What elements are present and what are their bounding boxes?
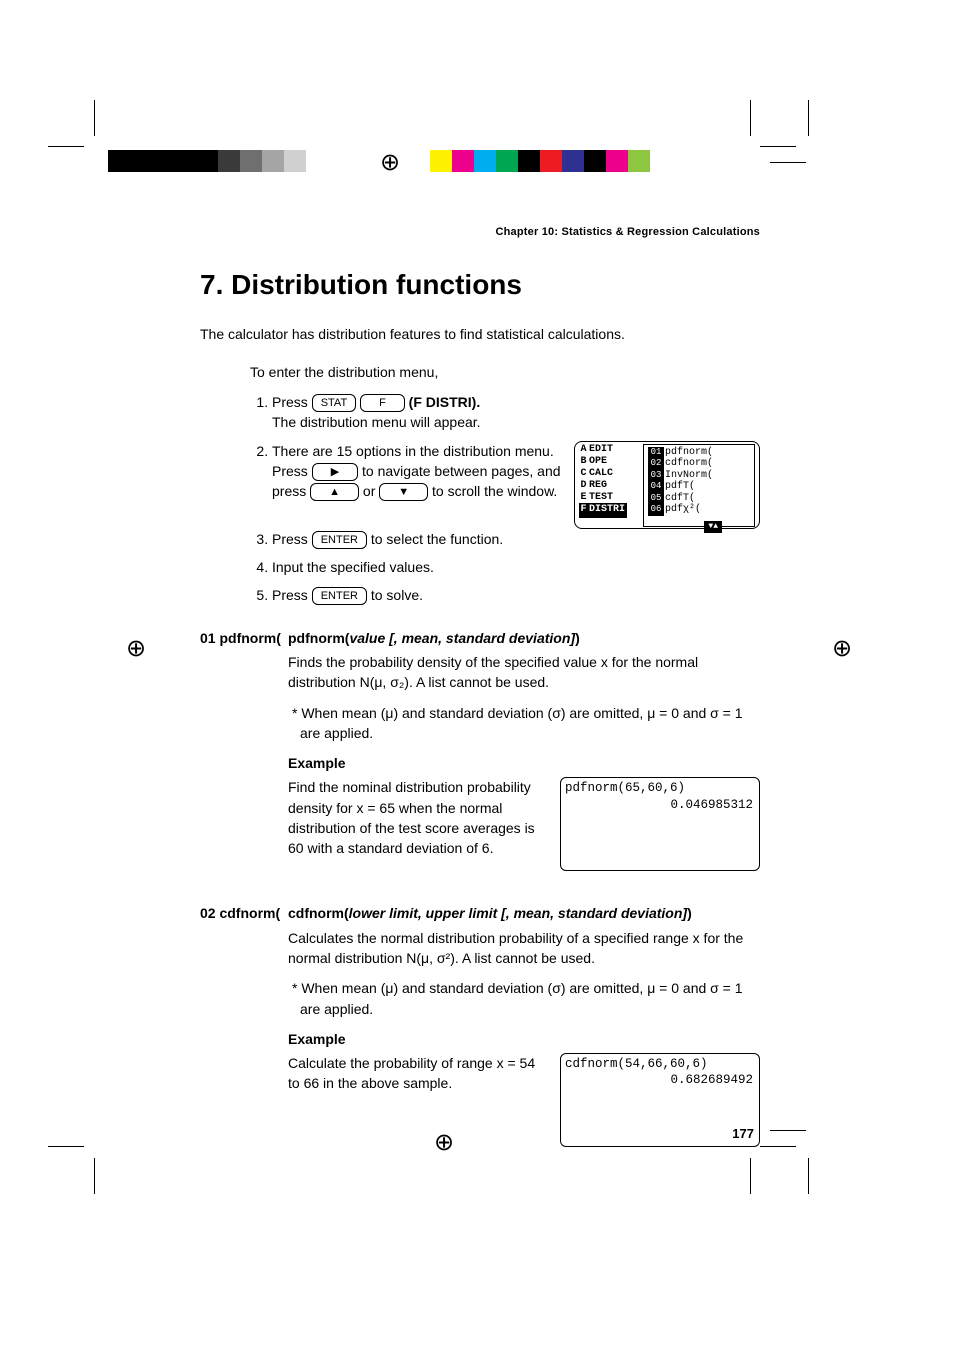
steps-lead: To enter the distribution menu, xyxy=(250,362,760,382)
step-2: AEDITBOPECCALCDREGETESTFDISTRI 01pdfnorm… xyxy=(272,441,760,502)
step-4: Input the specified values. xyxy=(272,557,760,577)
example-row: Find the nominal distribution probabilit… xyxy=(288,777,760,871)
function-label: 01 pdfnorm( xyxy=(200,628,288,872)
sig-name: pdfnorm( xyxy=(288,630,349,646)
function-label: 02 cdfnorm( xyxy=(200,903,288,1147)
function-note: * When mean (μ) and standard deviation (… xyxy=(288,703,760,744)
cropmark xyxy=(760,1146,796,1147)
up-arrow-key: ▲ xyxy=(310,483,359,501)
function-desc: Calculates the normal distribution proba… xyxy=(288,928,760,969)
sig-close: ) xyxy=(687,905,692,921)
colorbar-grayscale xyxy=(108,150,328,172)
section-title: 7. Distribution functions xyxy=(200,265,760,306)
function-body: cdfnorm(lower limit, upper limit [, mean… xyxy=(288,903,760,1147)
step-text: Press xyxy=(272,587,312,603)
calculator-output-screen: pdfnorm(65,60,6) 0.046985312 xyxy=(560,777,760,871)
cropmark xyxy=(48,146,84,147)
step-text: Press xyxy=(272,531,312,547)
sig-name: cdfnorm( xyxy=(288,905,349,921)
f-key: F xyxy=(360,394,405,412)
cropmark xyxy=(760,146,796,147)
example-heading: Example xyxy=(288,753,760,773)
chapter-header: Chapter 10: Statistics & Regression Calc… xyxy=(200,225,760,241)
cropmark xyxy=(94,100,95,136)
cropmark xyxy=(808,100,809,136)
down-arrow-key: ▼ xyxy=(379,483,428,501)
step-text: to scroll the window. xyxy=(428,483,557,499)
steps-list: Press STAT F (F DISTRI). The distributio… xyxy=(250,392,760,605)
registration-mark-icon: ⊕ xyxy=(832,634,852,663)
step-text: to solve. xyxy=(367,587,423,603)
scroll-indicator-icon: ▼▲ xyxy=(704,521,722,533)
function-note: * When mean (μ) and standard deviation (… xyxy=(288,978,760,1019)
cropmark xyxy=(750,100,751,136)
function-desc: Finds the probability density of the spe… xyxy=(288,652,760,693)
sig-args: value [, mean, standard deviation] xyxy=(349,630,575,646)
cropmark xyxy=(808,1158,809,1194)
screen-result-line: 0.682689492 xyxy=(565,1072,755,1088)
enter-key: ENTER xyxy=(312,531,367,549)
example-heading: Example xyxy=(288,1029,760,1049)
registration-mark-icon: ⊕ xyxy=(126,634,146,663)
screen-input-line: pdfnorm(65,60,6) xyxy=(565,780,755,796)
step-3: Press ENTER to select the function. xyxy=(272,529,760,549)
menu-left-column: AEDITBOPECCALCDREGETESTFDISTRI xyxy=(579,445,633,517)
cropmark xyxy=(770,162,806,163)
menu-right-column: 01pdfnorm(02cdfnorm(03InvNorm(04pdfT(05c… xyxy=(643,444,755,527)
step-text: The distribution menu will appear. xyxy=(272,414,481,430)
right-arrow-key: ▶ xyxy=(312,463,358,481)
cropmark xyxy=(750,1158,751,1194)
calculator-menu-screen: AEDITBOPECCALCDREGETESTFDISTRI 01pdfnorm… xyxy=(574,441,760,529)
example-row: Calculate the probability of range x = 5… xyxy=(288,1053,760,1147)
stat-key: STAT xyxy=(312,394,356,412)
cropmark xyxy=(94,1158,95,1194)
enter-key: ENTER xyxy=(312,587,367,605)
example-text: Find the nominal distribution probabilit… xyxy=(288,777,546,858)
cropmark xyxy=(48,1146,84,1147)
step-5: Press ENTER to solve. xyxy=(272,585,760,605)
step-text: or xyxy=(359,483,379,499)
step-text: to select the function. xyxy=(367,531,503,547)
cropmark xyxy=(770,1130,806,1131)
content-area: Chapter 10: Statistics & Regression Calc… xyxy=(200,225,760,1147)
function-pdfnorm: 01 pdfnorm( pdfnorm(value [, mean, stand… xyxy=(200,628,760,872)
sig-close: ) xyxy=(575,630,580,646)
page-number: 177 xyxy=(732,1126,754,1141)
colorbar-color xyxy=(430,150,650,172)
sig-args: lower limit, upper limit [, mean, standa… xyxy=(349,905,687,921)
steps-block: To enter the distribution menu, Press ST… xyxy=(250,362,760,606)
step-1: Press STAT F (F DISTRI). The distributio… xyxy=(272,392,760,433)
registration-mark-icon: ⊕ xyxy=(380,148,400,177)
intro-text: The calculator has distribution features… xyxy=(200,324,760,344)
example-text: Calculate the probability of range x = 5… xyxy=(288,1053,546,1094)
page: ⊕ ⊕ ⊕ ⊕ Chapter 10: Statistics & Regress… xyxy=(0,0,954,1351)
calculator-output-screen: cdfnorm(54,66,60,6) 0.682689492 xyxy=(560,1053,760,1147)
step-text: (F DISTRI). xyxy=(405,394,480,410)
function-signature: pdfnorm(value [, mean, standard deviatio… xyxy=(288,628,760,648)
function-cdfnorm: 02 cdfnorm( cdfnorm(lower limit, upper l… xyxy=(200,903,760,1147)
screen-result-line: 0.046985312 xyxy=(565,797,755,813)
step-text: Press xyxy=(272,394,312,410)
function-body: pdfnorm(value [, mean, standard deviatio… xyxy=(288,628,760,872)
screen-input-line: cdfnorm(54,66,60,6) xyxy=(565,1056,755,1072)
function-signature: cdfnorm(lower limit, upper limit [, mean… xyxy=(288,903,760,923)
